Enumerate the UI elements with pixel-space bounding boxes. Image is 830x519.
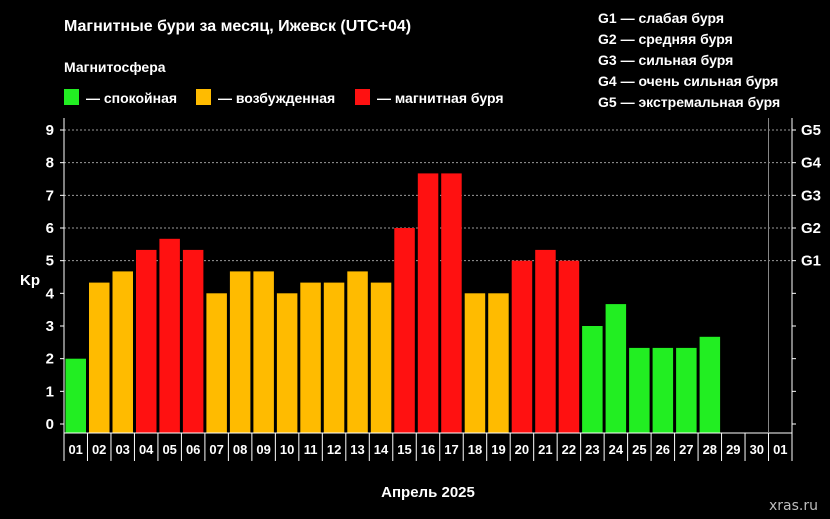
y-axis-label: Kp xyxy=(20,272,40,289)
y-tick-label: 9 xyxy=(46,122,54,139)
legend-swatch-excited xyxy=(196,89,211,105)
storm-scale-g2: G2 — средняя буря xyxy=(598,31,733,47)
bar-19-18 xyxy=(488,293,509,433)
x-tick-label: 15 xyxy=(397,442,411,457)
storm-scale-g5: G5 — экстремальная буря xyxy=(598,94,780,110)
x-tick-label: 23 xyxy=(585,442,599,457)
x-tick-label: 29 xyxy=(726,442,740,457)
y-tick-label: 2 xyxy=(46,351,54,368)
bar-13-12 xyxy=(347,271,368,433)
x-axis-label: Апрель 2025 xyxy=(381,484,475,501)
bar-18-17 xyxy=(464,293,486,433)
x-tick-label: 22 xyxy=(562,442,576,457)
x-tick-label: 16 xyxy=(421,442,435,457)
x-tick-label: 20 xyxy=(515,442,529,457)
y-tick-labels: 0 1 2 3 4 5 6 7 8 9 xyxy=(46,122,64,433)
right-tick-labels: G1 G2 G3 G4 G5 xyxy=(792,122,822,425)
x-tick-label: 13 xyxy=(350,442,364,457)
bar-22-21 xyxy=(558,260,580,433)
bar-24-23 xyxy=(605,304,627,433)
y-tick-label: 6 xyxy=(46,220,54,237)
x-tick-label: 14 xyxy=(374,442,389,457)
bar-17-16 xyxy=(441,173,462,433)
right-tick-label: G4 xyxy=(801,155,822,172)
bars xyxy=(65,173,721,433)
bar-25-24 xyxy=(629,347,650,433)
y-tick-label: 1 xyxy=(46,383,54,400)
axes xyxy=(63,118,793,434)
storm-scale-g3: G3 — сильная буря xyxy=(598,52,733,68)
bar-06-5 xyxy=(182,249,204,433)
bar-09-8 xyxy=(253,271,274,433)
x-tick-label: 12 xyxy=(327,442,341,457)
x-tick-label: 27 xyxy=(679,442,693,457)
right-tick-label: G1 xyxy=(801,253,821,270)
x-tick-label: 06 xyxy=(186,442,200,457)
bar-02-1 xyxy=(89,282,110,433)
right-tick-label: G2 xyxy=(801,220,821,237)
y-tick-label: 7 xyxy=(46,187,54,204)
bar-05-4 xyxy=(159,238,180,433)
x-tick-label: 19 xyxy=(491,442,505,457)
bar-20-19 xyxy=(511,260,533,433)
x-tick-label: 24 xyxy=(609,442,624,457)
legend-swatch-calm xyxy=(64,89,79,105)
watermark: xras.ru xyxy=(769,498,818,514)
y-tick-label: 8 xyxy=(46,155,54,172)
x-tick-label: 17 xyxy=(444,442,458,457)
x-tick-label: 28 xyxy=(703,442,717,457)
legend-label-excited: — возбужденная xyxy=(218,90,335,106)
x-tick-label: 08 xyxy=(233,442,247,457)
x-tick-labels: 01 02 03 04 05 06 07 08 09 10 11 12 13 14 15 16 17 18 19 20… xyxy=(63,433,793,461)
legend-label-calm: — спокойная xyxy=(86,90,177,106)
x-tick-label: 01 xyxy=(68,442,82,457)
x-tick-label: 04 xyxy=(139,442,154,457)
legend-swatch-storm xyxy=(355,89,370,105)
bar-10-9 xyxy=(276,293,298,433)
bar-27-26 xyxy=(676,347,697,433)
bar-07-6 xyxy=(206,293,227,433)
right-tick-label: G3 xyxy=(801,187,821,204)
right-tick-label: G5 xyxy=(801,122,821,139)
bar-28-27 xyxy=(699,336,721,433)
x-tick-label: 21 xyxy=(538,442,552,457)
x-tick-label: 25 xyxy=(632,442,646,457)
bar-03-2 xyxy=(112,271,133,433)
x-tick-label: 10 xyxy=(280,442,294,457)
x-tick-label: 26 xyxy=(656,442,670,457)
y-tick-label: 0 xyxy=(46,416,54,433)
bar-08-7 xyxy=(229,271,251,433)
y-tick-label: 3 xyxy=(46,318,54,335)
bar-16-15 xyxy=(417,173,439,433)
bar-26-25 xyxy=(652,347,674,433)
x-tick-label: 11 xyxy=(304,442,318,457)
x-tick-label: 05 xyxy=(162,442,176,457)
bar-11-10 xyxy=(300,282,321,433)
bar-23-22 xyxy=(582,326,603,433)
storm-scale-g4: G4 — очень сильная буря xyxy=(598,73,778,89)
y-tick-label: 4 xyxy=(46,285,55,302)
legend-label-storm: — магнитная буря xyxy=(377,90,504,106)
bar-14-13 xyxy=(370,282,392,433)
y-tick-label: 5 xyxy=(46,253,54,270)
bar-01-0 xyxy=(65,358,86,433)
x-tick-label: 03 xyxy=(115,442,129,457)
bar-12-11 xyxy=(323,282,345,433)
x-tick-label: 02 xyxy=(92,442,106,457)
x-tick-label: 01 xyxy=(773,442,787,457)
x-tick-label: 09 xyxy=(256,442,270,457)
bar-21-20 xyxy=(535,249,556,433)
x-tick-label: 30 xyxy=(750,442,764,457)
legend-title: Магнитосфера xyxy=(64,59,166,75)
chart-title: Магнитные бури за месяц, Ижевск (UTC+04) xyxy=(64,18,411,35)
bar-15-14 xyxy=(394,228,415,433)
bar-04-3 xyxy=(136,249,157,433)
x-tick-label: 07 xyxy=(209,442,223,457)
x-tick-label: 18 xyxy=(468,442,482,457)
storm-scale-g1: G1 — слабая буря xyxy=(598,10,724,26)
